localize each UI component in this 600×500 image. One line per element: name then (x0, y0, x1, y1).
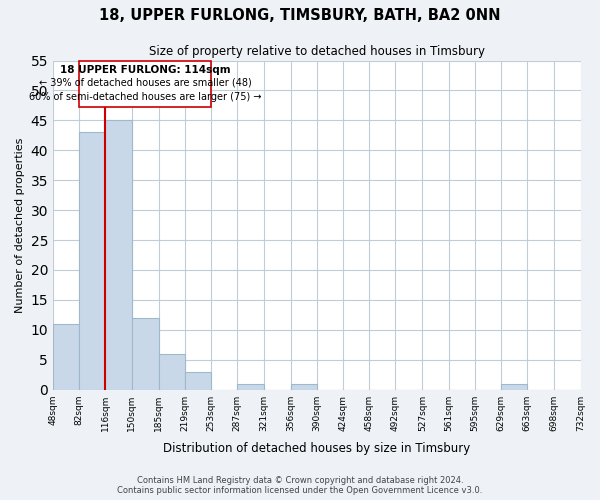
X-axis label: Distribution of detached houses by size in Timsbury: Distribution of detached houses by size … (163, 442, 470, 455)
Text: 18, UPPER FURLONG, TIMSBURY, BATH, BA2 0NN: 18, UPPER FURLONG, TIMSBURY, BATH, BA2 0… (99, 8, 501, 22)
Text: ← 39% of detached houses are smaller (48): ← 39% of detached houses are smaller (48… (39, 78, 251, 88)
Text: 18 UPPER FURLONG: 114sqm: 18 UPPER FURLONG: 114sqm (60, 65, 230, 75)
Bar (53, 324, 79, 390)
Bar (79, 132, 106, 390)
Bar (158, 354, 185, 390)
Text: Contains HM Land Registry data © Crown copyright and database right 2024.
Contai: Contains HM Land Registry data © Crown c… (118, 476, 482, 495)
Bar (106, 120, 131, 390)
Text: 60% of semi-detached houses are larger (75) →: 60% of semi-detached houses are larger (… (29, 92, 262, 102)
Y-axis label: Number of detached properties: Number of detached properties (15, 138, 25, 313)
Bar (185, 372, 211, 390)
FancyBboxPatch shape (79, 60, 211, 107)
Bar (131, 318, 158, 390)
Title: Size of property relative to detached houses in Timsbury: Size of property relative to detached ho… (149, 45, 485, 58)
Bar (238, 384, 263, 390)
Bar (290, 384, 317, 390)
Bar (501, 384, 527, 390)
